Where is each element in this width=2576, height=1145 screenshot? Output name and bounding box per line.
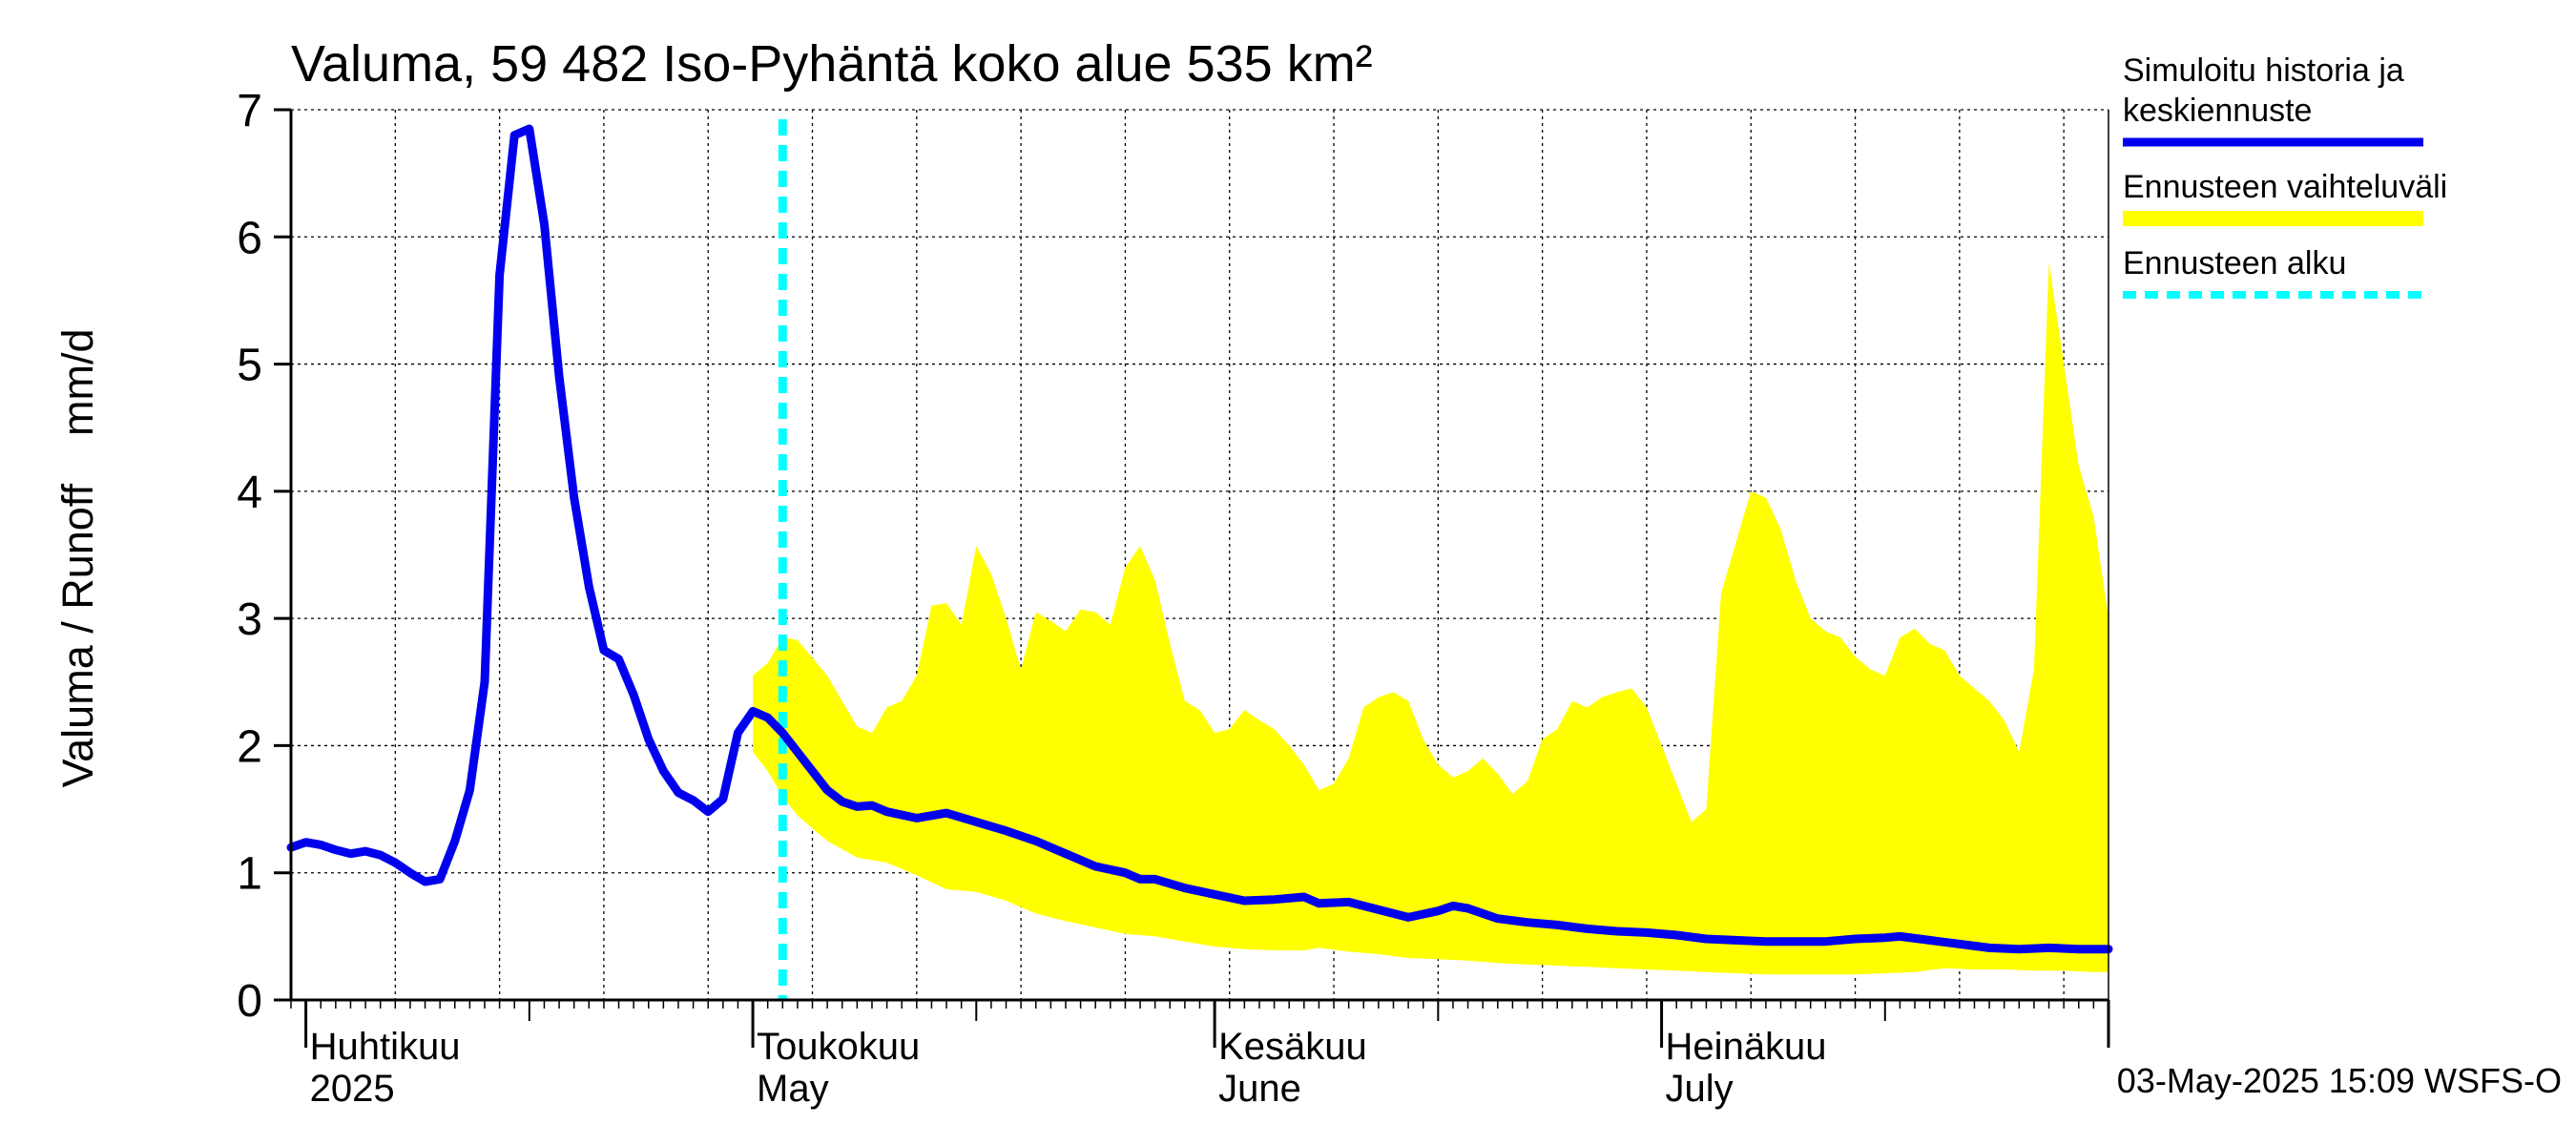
legend-label: Simuloitu historia ja: [2123, 52, 2404, 89]
simulated-runoff-line: [286, 124, 2113, 954]
timestamp-footer: 03-May-2025 15:09 WSFS-O: [2117, 1061, 2562, 1100]
legend: Simuloitu historia ja keskiennuste Ennuste…: [2123, 52, 2447, 299]
y-tick-label: 5: [237, 341, 262, 391]
x-month-label-en: June: [1218, 1068, 1301, 1110]
y-tick-label: 2: [237, 721, 262, 772]
y-tick-label: 4: [237, 468, 262, 518]
x-month-label-en: May: [757, 1068, 829, 1110]
x-month-label-en: July: [1666, 1068, 1734, 1110]
runoff-series-line: [286, 124, 2113, 954]
chart-title: Valuma, 59 482 Iso-Pyhäntä koko alue 535…: [291, 35, 1373, 93]
x-month-label-fi: Kesäkuu: [1218, 1026, 1367, 1068]
forecast-range-band: [753, 261, 2109, 975]
legend-label: Ennusteen alku: [2123, 245, 2346, 281]
x-month-label-fi: Toukokuu: [757, 1026, 920, 1068]
x-month-label-fi: Heinäkuu: [1666, 1026, 1827, 1068]
legend-label: Ennusteen vaihteluväli: [2123, 169, 2447, 205]
x-month-label-fi: Huhtikuu: [310, 1026, 461, 1068]
axes: 01234567Huhtikuu2025ToukokuuMayKesäkuuJu…: [237, 86, 2110, 1110]
y-axis-label: Valuma / Runoff mm/d: [53, 328, 102, 787]
y-tick-label: 7: [237, 86, 262, 136]
y-tick-label: 1: [237, 849, 262, 900]
forecast-range-area: [753, 261, 2109, 975]
y-tick-label: 0: [237, 976, 262, 1027]
y-tick-label: 6: [237, 213, 262, 263]
legend-label: keskiennuste: [2123, 93, 2312, 129]
y-tick-label: 3: [237, 594, 262, 645]
x-month-label-en: 2025: [310, 1068, 395, 1110]
